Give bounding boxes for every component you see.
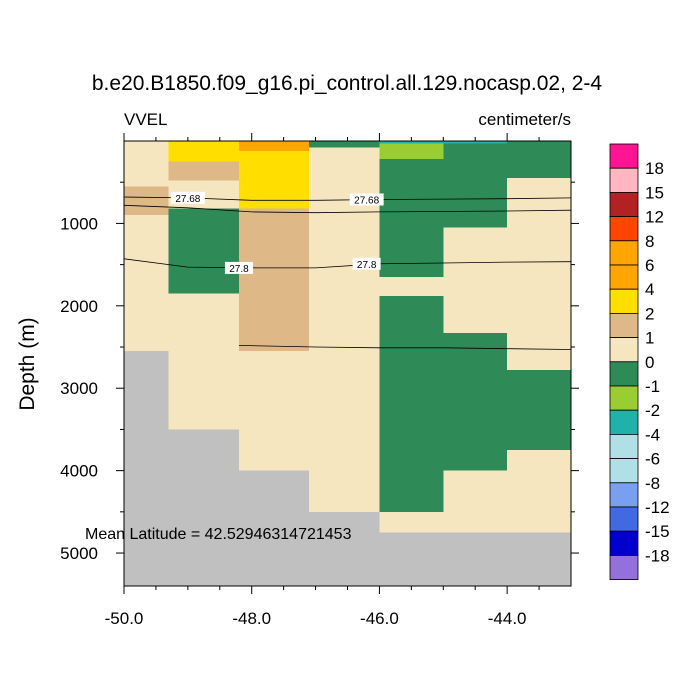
contour-label-bg bbox=[170, 191, 205, 204]
heatmap-cell-land bbox=[443, 532, 508, 586]
y-tick-label: 5000 bbox=[60, 544, 98, 563]
colorbar-swatch bbox=[609, 530, 639, 556]
heatmap-cell-rm1_0 bbox=[507, 141, 571, 179]
heatmap-cell-land bbox=[238, 470, 310, 586]
contour-label: 27.68 bbox=[175, 194, 200, 205]
contour-line bbox=[123, 204, 572, 214]
y-tick-label: 1000 bbox=[60, 214, 98, 233]
colorbar-swatch bbox=[609, 458, 639, 484]
colorbar-label: -4 bbox=[645, 425, 660, 444]
heatmap-cell-rm1_0 bbox=[443, 333, 508, 471]
colorbar-swatch bbox=[609, 433, 639, 459]
heatmap-cell-rm1_0 bbox=[379, 159, 444, 277]
heatmap-cell-rm1_0 bbox=[443, 143, 508, 228]
plot-contours: 27.68 27.68 27.8 27.8 bbox=[123, 191, 572, 350]
x-axis: -50.0 -48.0 -46.0 -44.0 bbox=[105, 133, 540, 628]
colorbar-swatch bbox=[609, 361, 639, 387]
colorbar-label: 15 bbox=[645, 183, 664, 202]
colorbar-label: 18 bbox=[645, 159, 664, 178]
heatmap-cell-rm1_0 bbox=[507, 370, 571, 451]
colorbar-swatch bbox=[609, 143, 639, 169]
colorbar-label: -2 bbox=[645, 401, 660, 420]
colorbar-label: -1 bbox=[645, 377, 660, 396]
colorbar-label: 2 bbox=[645, 304, 654, 323]
x-tick-label: -50.0 bbox=[105, 609, 144, 628]
heatmap-cell-rm1_0 bbox=[168, 208, 239, 294]
y-axis: 1000 2000 3000 4000 5000 bbox=[60, 181, 579, 563]
colorbar-swatch bbox=[609, 385, 639, 411]
x-tick-label: -46.0 bbox=[360, 609, 399, 628]
heatmap-cell-land bbox=[309, 511, 380, 586]
colorbar-label: -6 bbox=[645, 450, 660, 469]
heatmap-cell-land bbox=[379, 532, 444, 586]
colorbar-label: -8 bbox=[645, 474, 660, 493]
plot-cells bbox=[124, 141, 571, 586]
contour-line bbox=[238, 345, 572, 350]
chart-title: b.e20.B1850.f09_g16.pi_control.all.129.n… bbox=[92, 72, 603, 95]
variable-label: VVEL bbox=[124, 110, 167, 129]
colorbar-label: 8 bbox=[645, 232, 654, 251]
colorbar-swatch bbox=[609, 264, 639, 290]
units-label: centimeter/s bbox=[478, 110, 571, 129]
colorbar-swatch bbox=[609, 240, 639, 266]
y-tick-label: 2000 bbox=[60, 297, 98, 316]
x-tick-label: -48.0 bbox=[232, 609, 271, 628]
heatmap-cell-land bbox=[168, 429, 239, 586]
contour-label-bg bbox=[352, 257, 381, 270]
contour-label: 27.68 bbox=[354, 196, 379, 207]
heatmap-cell-rm2_m1 bbox=[379, 143, 444, 160]
colorbar-swatch bbox=[609, 167, 639, 193]
y-tick-label: 3000 bbox=[60, 379, 98, 398]
mean-latitude-annotation: Mean Latitude = 42.52946314721453 bbox=[85, 526, 352, 543]
heatmap-cell-r1_2 bbox=[168, 161, 239, 181]
contour-label-bg bbox=[224, 261, 253, 274]
colorbar-label: 0 bbox=[645, 353, 654, 372]
heatmap-cell-land bbox=[507, 532, 571, 586]
heatmap-cell-r1_2 bbox=[238, 208, 310, 352]
contour-label: 27.8 bbox=[229, 264, 249, 275]
colorbar-swatch bbox=[609, 191, 639, 217]
heatmap-cell-rm4_m2 bbox=[443, 141, 508, 144]
heatmap-cell-r1_2 bbox=[124, 186, 169, 216]
heatmap-cell-r2_4 bbox=[238, 150, 310, 209]
y-axis-label: Depth (m) bbox=[16, 317, 39, 410]
heatmap-cell-r0_1 bbox=[507, 141, 571, 533]
colorbar-swatch bbox=[609, 216, 639, 242]
heatmap-cell-rm1_0 bbox=[309, 141, 380, 148]
colorbar-swatch bbox=[609, 312, 639, 338]
contour-label: 27.8 bbox=[357, 260, 377, 271]
x-tick-label: -44.0 bbox=[488, 609, 527, 628]
colorbar: 18 15 12 8 6 4 2 1 0 -1 -2 -4 -6 -8 -12 -15 -18 bbox=[609, 143, 670, 581]
colorbar-label: 6 bbox=[645, 256, 654, 275]
heatmap-cell-land bbox=[124, 351, 169, 586]
heatmap-cell-r4_6 bbox=[238, 141, 310, 151]
colorbar-swatch bbox=[609, 555, 639, 581]
heatmap-cell-r0_1 bbox=[124, 141, 169, 352]
heatmap-cell-rm4_m2 bbox=[379, 141, 444, 144]
colorbar-swatch bbox=[609, 337, 639, 363]
colorbar-label: -12 bbox=[645, 498, 670, 517]
contour-line bbox=[123, 258, 572, 269]
colorbar-swatch bbox=[609, 506, 639, 532]
heatmap-cell-rm1_0 bbox=[379, 295, 444, 512]
colorbar-swatch bbox=[609, 288, 639, 314]
colorbar-label: 1 bbox=[645, 329, 654, 348]
colorbar-label: -18 bbox=[645, 546, 670, 565]
colorbar-label: 12 bbox=[645, 208, 664, 227]
heatmap-cell-r2_4 bbox=[168, 141, 239, 162]
colorbar-swatch bbox=[609, 482, 639, 508]
colorbar-label: -15 bbox=[645, 522, 670, 541]
contour-label-bg bbox=[349, 193, 384, 206]
colorbar-swatch bbox=[609, 409, 639, 435]
colorbar-label: 4 bbox=[645, 280, 654, 299]
y-tick-label: 4000 bbox=[60, 462, 98, 481]
